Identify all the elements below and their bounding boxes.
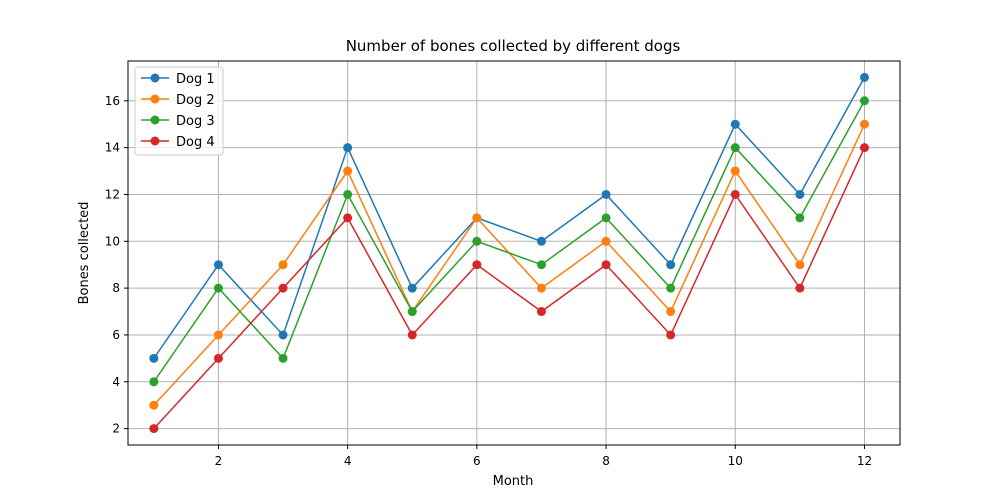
plot-frame	[127, 60, 901, 446]
x-axis-label: Month	[493, 474, 534, 489]
legend-marker	[150, 136, 160, 146]
y-tick-label: 12	[105, 187, 120, 201]
legend-box	[134, 66, 224, 156]
data-point	[536, 260, 546, 270]
data-point	[149, 377, 159, 387]
data-point	[472, 260, 482, 270]
data-point	[472, 213, 482, 223]
data-point	[149, 400, 159, 410]
x-tick-label: 2	[215, 454, 223, 468]
data-point	[213, 283, 223, 293]
series-dog-4	[149, 143, 869, 434]
data-point	[666, 283, 676, 293]
x-tick-label: 4	[344, 454, 352, 468]
data-point	[343, 189, 353, 199]
y-tick-label: 4	[112, 375, 120, 389]
y-tick-label: 2	[112, 422, 120, 436]
grid-lines	[128, 61, 900, 445]
series-line	[153, 100, 866, 383]
data-point	[730, 119, 740, 129]
legend-item: Dog 4	[141, 135, 215, 150]
data-point	[666, 307, 676, 317]
data-point	[407, 283, 417, 293]
y-tick-label: 16	[105, 94, 120, 108]
x-tick-label: 10	[728, 454, 743, 468]
data-point	[730, 143, 740, 153]
legend-label: Dog 2	[176, 93, 215, 108]
data-point	[795, 260, 805, 270]
legend-label: Dog 4	[176, 135, 215, 150]
legend-item: Dog 2	[141, 93, 215, 108]
x-tick-label: 8	[602, 454, 610, 468]
data-point	[536, 283, 546, 293]
legend-marker	[150, 94, 160, 104]
data-point	[601, 236, 611, 246]
y-tick-label: 10	[105, 234, 120, 248]
legend-item: Dog 3	[141, 114, 215, 129]
data-point	[149, 353, 159, 363]
series-dog-2	[149, 119, 869, 410]
data-point	[343, 143, 353, 153]
plot-series	[149, 72, 869, 434]
data-point	[536, 236, 546, 246]
data-point	[278, 283, 288, 293]
y-tick-label: 8	[112, 281, 120, 295]
series-line	[153, 147, 866, 430]
data-point	[601, 260, 611, 270]
data-point	[278, 330, 288, 340]
data-point	[859, 119, 869, 129]
data-point	[472, 236, 482, 246]
legend-item: Dog 1	[141, 72, 215, 87]
data-point	[278, 353, 288, 363]
data-point	[795, 283, 805, 293]
data-point	[407, 307, 417, 317]
series-dog-3	[149, 96, 869, 387]
data-point	[730, 166, 740, 176]
data-point	[343, 213, 353, 223]
legend-label: Dog 3	[176, 114, 215, 129]
legend-marker	[150, 73, 160, 83]
data-point	[795, 189, 805, 199]
data-point	[343, 166, 353, 176]
data-point	[213, 353, 223, 363]
data-point	[859, 143, 869, 153]
legend: Dog 1 Dog 2 Dog 3 Dog 4	[134, 66, 224, 156]
x-axis-ticks: 2 4 6 8 10 12	[215, 445, 872, 468]
data-point	[795, 213, 805, 223]
data-point	[407, 330, 417, 340]
series-line	[153, 123, 866, 406]
y-axis-label: Bones collected	[77, 202, 92, 305]
data-point	[666, 330, 676, 340]
y-tick-label: 14	[105, 141, 120, 155]
series-dog-1	[149, 72, 869, 363]
legend-marker	[150, 115, 160, 125]
y-axis-ticks: 2 4 6 8 10 12 14 16	[105, 94, 128, 436]
chart-title: Number of bones collected by different d…	[346, 37, 681, 55]
data-point	[666, 260, 676, 270]
y-tick-label: 6	[112, 328, 120, 342]
data-point	[601, 213, 611, 223]
data-point	[730, 189, 740, 199]
data-point	[859, 96, 869, 106]
data-point	[859, 72, 869, 82]
data-point	[213, 330, 223, 340]
data-point	[536, 307, 546, 317]
data-point	[601, 189, 611, 199]
data-point	[213, 260, 223, 270]
x-tick-label: 12	[857, 454, 872, 468]
data-point	[278, 260, 288, 270]
series-line	[153, 77, 866, 359]
data-point	[149, 424, 159, 434]
x-tick-label: 6	[473, 454, 481, 468]
legend-label: Dog 1	[176, 72, 215, 87]
